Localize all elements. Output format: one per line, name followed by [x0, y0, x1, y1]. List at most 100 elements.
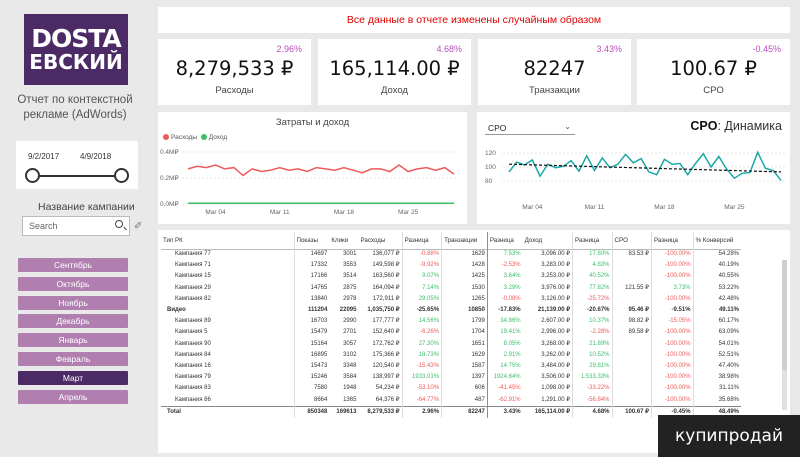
table-row[interactable]: Кампания 90 15164 3057 172,762 ₽27.30% 1651 8…: [161, 338, 741, 350]
kpi-change: -0.45%: [752, 44, 781, 54]
date-slider-end-handle[interactable]: [114, 168, 129, 183]
table-cell: 35.68%: [692, 394, 741, 407]
eraser-icon[interactable]: ✐: [134, 221, 143, 232]
table-row[interactable]: Кампания 16 15473 3348 120,540 ₽ -15.43% 1587…: [161, 361, 741, 373]
x-tick-label: Mar 11: [585, 204, 605, 211]
column-header[interactable]: Разница: [572, 232, 613, 250]
table-cell: -9.92%: [401, 260, 442, 272]
table-row[interactable]: Кампания 29 14765 2875 164,094 ₽7.14% 1530 3.…: [161, 282, 741, 294]
table-body[interactable]: Кампания 77 14697 3001 136,077 ₽ -0.88% 1629 7…: [161, 249, 741, 419]
table-cell: 14697: [293, 249, 330, 261]
chevron-down-icon[interactable]: ⌄: [564, 122, 571, 131]
table-cell: 22095: [339, 307, 357, 314]
date-range-slicer[interactable]: 9/2/2017 4/9/2018: [16, 141, 138, 189]
column-header[interactable]: Разница: [486, 232, 523, 250]
date-slider-start-handle[interactable]: [25, 168, 40, 183]
month-item-1[interactable]: Сентябрь: [18, 258, 128, 272]
month-item-3[interactable]: Ноябрь: [18, 295, 128, 310]
table-cell: 1924.64%: [486, 372, 523, 384]
column-header[interactable]: Показы: [293, 232, 330, 250]
table-cell: 1,533.33%: [572, 372, 613, 384]
column-header[interactable]: Клики: [329, 232, 359, 250]
trend-line: [508, 163, 782, 173]
table-cell: 53.22%: [692, 282, 741, 294]
table-row[interactable]: Кампания 86 8664 1365 64,376 ₽ -64.77% 487 -62…: [161, 394, 741, 407]
table-cell: 17.80%: [572, 249, 613, 261]
table-cell: 3,262.00 ₽: [541, 351, 571, 358]
table-cell: 111204: [293, 305, 330, 317]
month-item-2[interactable]: Октябрь: [18, 276, 128, 291]
x-tick-label: Mar 25: [398, 209, 419, 216]
chart-title: Затраты и доход: [275, 117, 350, 128]
table-cell: 8,279,533 ₽: [358, 405, 403, 419]
table-row[interactable]: Кампания 77 14697 3001 136,077 ₽ -0.88% 1629 7…: [161, 249, 741, 261]
column-header[interactable]: Доход: [522, 232, 573, 250]
month-item-7[interactable]: Март: [18, 370, 128, 385]
group-row[interactable]: Видео 111204 22095 1,035,750 ₽ -25.65% 10850-…: [161, 305, 741, 317]
column-header[interactable]: CPO: [611, 232, 652, 250]
table-cell: 14765: [293, 282, 330, 294]
month-item-4[interactable]: Декабрь: [18, 314, 128, 329]
table-cell: -0.08%: [486, 293, 523, 306]
table-cell: -100.00%: [651, 293, 694, 306]
chart-legend: Расходы Доход: [163, 134, 227, 141]
search-icon[interactable]: [115, 220, 123, 228]
table-cell: Кампания 5: [175, 329, 208, 336]
table-cell: 48.49%: [692, 405, 741, 419]
month-item-8[interactable]: Апрель: [18, 389, 128, 404]
column-header[interactable]: Расходы: [358, 232, 403, 250]
column-header[interactable]: Тип РК: [161, 232, 295, 250]
legend-costs: Расходы: [171, 134, 198, 141]
table-cell: 3.43%: [486, 405, 523, 419]
date-slider-track[interactable]: [33, 175, 123, 177]
column-header[interactable]: Транзакции: [441, 232, 488, 250]
table-row[interactable]: Кампания 83 7580 1948 54,234 ₽ -53.10% 606 -41…: [161, 383, 741, 395]
table-cell: 850348: [293, 405, 330, 419]
column-header[interactable]: % Конверсий: [692, 232, 741, 250]
column-header[interactable]: Разница: [401, 232, 442, 250]
table-cell: 54.28%: [692, 249, 741, 261]
kpi-value: 100.67 ₽: [670, 57, 757, 80]
scrollbar-thumb[interactable]: [782, 260, 787, 370]
table-cell: 3.64%: [486, 271, 523, 283]
campaign-filter-label: Название кампании: [38, 201, 135, 213]
kpi-change: 2.96%: [276, 44, 302, 54]
kpi-card-revenue: 4.68% 165,114.00 ₽ Доход: [318, 39, 471, 105]
table-cell: 14.75%: [486, 361, 523, 373]
month-item-6[interactable]: Февраль: [18, 352, 128, 366]
table-row[interactable]: Кампания 89 16703 2990 177,777 ₽14.56% 1799 3…: [161, 316, 741, 328]
table-cell: Кампания 29: [175, 284, 211, 291]
table-cell: 1948: [343, 385, 357, 392]
table-row[interactable]: Кампания 82 13840 2978 172,911 ₽29.05% 1265-…: [161, 293, 741, 306]
table-cell: 1933.01%: [401, 372, 442, 384]
table-row[interactable]: Кампания 84 16895 3102 175,366 ₽18.73% 1629 2…: [161, 349, 741, 362]
table-cell: 4.68%: [572, 405, 613, 419]
table-cell: Кампания 86: [175, 396, 211, 403]
table-row[interactable]: Кампания 71 17332 3553 149,598 ₽ -9.92% 1428-…: [161, 260, 741, 272]
table-row[interactable]: Кампания 5 15479 2701 152,640 ₽ -6.26% 1704 19…: [161, 327, 741, 339]
campaign-search-input[interactable]: Search: [22, 216, 130, 236]
table-scrollbar[interactable]: [782, 260, 787, 410]
table-cell: -100.00%: [651, 394, 694, 407]
table-cell: 2.96%: [401, 405, 442, 419]
table-header-row: Тип РК Показы Клики Расходы Разница Транзакци…: [161, 232, 741, 250]
table-cell: 60.17%: [692, 316, 741, 328]
table-cell: 16895: [293, 349, 330, 362]
table-cell: 15473: [293, 361, 330, 373]
table-cell: 172,911 ₽: [372, 295, 400, 302]
metric-dropdown[interactable]: CPO ⌄: [485, 121, 575, 135]
total-row[interactable]: Total 850348 169613 8,279,533 ₽2.96% 82247 3.…: [161, 405, 741, 419]
table-cell: -100.00%: [651, 249, 694, 261]
column-header[interactable]: Разница: [651, 232, 694, 250]
table-cell: 138,997 ₽: [372, 374, 400, 381]
table-row[interactable]: Кампания 15 17166 3514 163,560 ₽9.07% 1425 3.…: [161, 271, 741, 283]
month-item-5[interactable]: Январь: [18, 333, 128, 348]
table-cell: 169613: [329, 405, 359, 419]
table-cell: 1,098.00 ₽: [541, 385, 571, 392]
table-cell: 177,777 ₽: [372, 318, 400, 325]
table-cell: Кампания 83: [175, 385, 211, 392]
table-cell: [611, 293, 652, 306]
table-cell: -62.91%: [486, 394, 523, 407]
table-row[interactable]: Кампания 79 15246 3584 138,997 ₽1933.01% 139…: [161, 372, 741, 384]
table-cell: -15.05%: [651, 316, 694, 328]
